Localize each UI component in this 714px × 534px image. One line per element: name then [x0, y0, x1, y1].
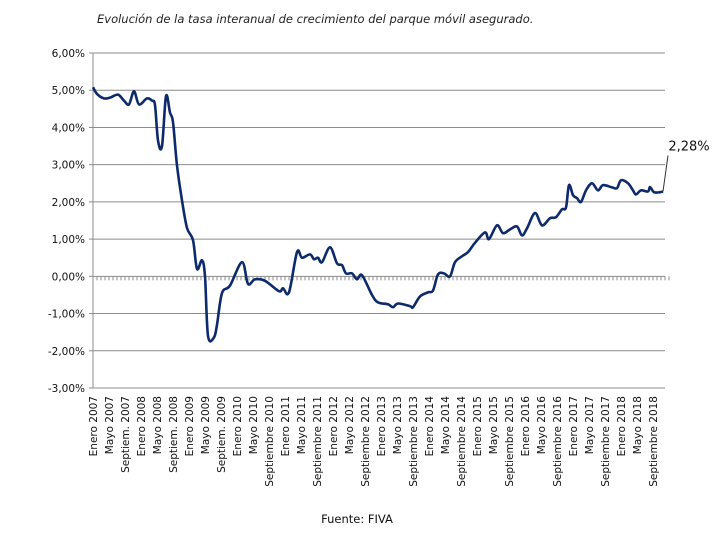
x-tick-label: Septiem. 2009 — [216, 396, 228, 473]
x-tick-label: Enero 2013 — [376, 396, 388, 456]
x-tick-label: Enero 2010 — [232, 396, 244, 456]
x-tick-label: Mayo 2014 — [440, 396, 452, 455]
x-tick-label: Septiem. 2008 — [168, 396, 180, 473]
x-tick-label: Mayo 2013 — [392, 396, 404, 454]
y-tick-label: -1,00% — [48, 309, 85, 321]
y-tick-label: 1,00% — [52, 234, 85, 246]
y-tick-label: 2,00% — [52, 197, 85, 209]
x-tick-label: Septiem. 2007 — [120, 396, 132, 473]
x-tick-label: Mayo 2016 — [536, 396, 548, 455]
x-tick-label: Septiembre 2018 — [648, 396, 660, 487]
x-tick-label: Septiembre 2010 — [264, 396, 276, 487]
annotation-label: 2,28% — [668, 139, 709, 154]
x-tick-label: Septiembre 2011 — [312, 396, 324, 487]
x-tick-label: Enero 2011 — [280, 396, 292, 456]
y-tick-label: 0,00% — [52, 271, 85, 283]
x-tick-label: Mayo 2009 — [200, 396, 212, 454]
x-tick-label: Enero 2008 — [136, 396, 148, 456]
chart-source: Fuente: FIVA — [321, 512, 393, 526]
x-tick-label: Enero 2009 — [184, 396, 196, 456]
x-tick-label: Mayo 2008 — [152, 396, 164, 454]
y-tick-label: 3,00% — [52, 160, 85, 172]
x-tick-label: Enero 2015 — [472, 396, 484, 456]
x-tick-label: Septiembre 2013 — [408, 396, 420, 487]
chart-title: Evolución de la tasa interanual de creci… — [97, 12, 534, 26]
x-tick-label: Mayo 2017 — [584, 396, 596, 454]
x-tick-label: Septiembre 2012 — [360, 396, 372, 487]
x-tick-label: Enero 2017 — [568, 396, 580, 456]
y-tick-label: -2,00% — [48, 346, 85, 358]
series-line — [91, 86, 664, 343]
x-tick-label: Enero 2012 — [328, 396, 340, 456]
x-tick-label: Enero 2016 — [520, 396, 532, 457]
y-tick-label: 5,00% — [52, 85, 85, 97]
x-tick-label: Mayo 2010 — [248, 396, 260, 454]
x-tick-label: Mayo 2011 — [296, 396, 308, 454]
x-tick-label: Enero 2014 — [424, 396, 436, 457]
x-tick-label: Septiembre 2016 — [552, 396, 564, 487]
x-tick-label: Enero 2007 — [88, 396, 100, 456]
y-tick-label: 6,00% — [52, 48, 85, 60]
annotation-leader-line — [662, 155, 669, 192]
y-tick-label: 4,00% — [52, 122, 85, 134]
x-tick-label: Septiembre 2015 — [504, 396, 516, 487]
x-tick-label: Enero 2018 — [616, 396, 628, 456]
y-tick-label: -3,00% — [48, 383, 85, 395]
x-tick-label: Mayo 2015 — [488, 396, 500, 454]
x-tick-label: Septiembre 2014 — [456, 396, 468, 487]
x-tick-label: Mayo 2007 — [104, 396, 116, 454]
x-tick-label: Mayo 2018 — [632, 396, 644, 454]
x-tick-label: Mayo 2012 — [344, 396, 356, 454]
x-tick-label: Septiembre 2017 — [600, 396, 612, 487]
